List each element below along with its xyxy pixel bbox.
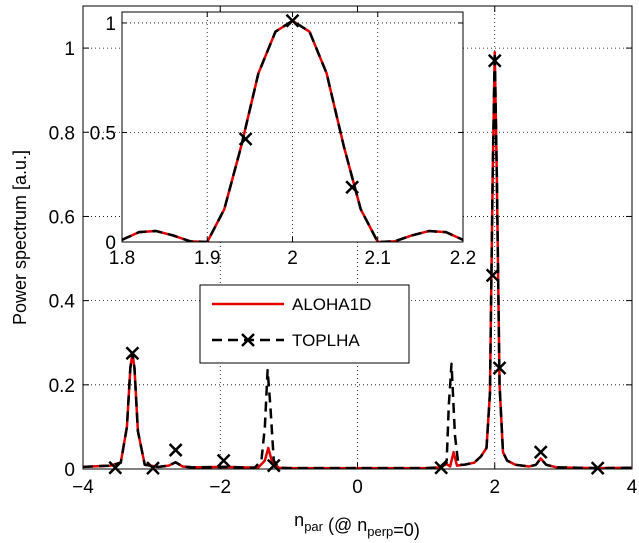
main-series-toplha-marker xyxy=(168,443,183,457)
inset-series-toplha-marker xyxy=(285,13,300,28)
main-series-toplha-marker xyxy=(146,461,160,476)
legend: ALOHA1D TOPLHA xyxy=(199,284,410,364)
inset-series-toplha-marker xyxy=(345,180,360,195)
inset-x-tick-label: 2.1 xyxy=(365,248,391,269)
main-y-tick-label: 0 xyxy=(64,460,75,481)
inset-plot: 1.8 1.9 2 2.1 2.2 0 0.5 1 xyxy=(90,11,476,269)
main-series-toplha-marker xyxy=(434,460,449,475)
main-x-tick-label: 2 xyxy=(489,477,500,498)
main-series-toplha-marker xyxy=(487,53,502,68)
inset-y-tick-label: 0.5 xyxy=(90,123,116,144)
main-y-tick-label: 0.8 xyxy=(49,123,75,144)
main-y-tick-label: 0.4 xyxy=(49,292,76,313)
main-x-axis-label: npar (@ nperp=0) xyxy=(294,510,420,540)
inset-x-tick-label: 1.9 xyxy=(194,248,220,269)
legend-marker-toplha xyxy=(241,333,255,347)
main-series-toplha-marker xyxy=(216,453,231,468)
main-y-tick-label: 0.2 xyxy=(49,376,75,397)
main-series-toplha-marker xyxy=(590,461,605,476)
legend-box xyxy=(199,284,410,364)
inset-x-tick-label: 1.8 xyxy=(109,248,135,269)
inset-plot-area xyxy=(122,12,463,242)
main-series-toplha-marker xyxy=(533,445,548,460)
main-x-tick-label: 0 xyxy=(352,477,363,498)
inset-y-tick-label: 1 xyxy=(105,14,116,35)
main-y-tick-label: 1 xyxy=(64,39,75,60)
inset-x-tick-label: 2 xyxy=(287,248,298,269)
inset-series-toplha-marker xyxy=(238,132,253,146)
main-y-axis-label: Power spectrum [a.u.] xyxy=(10,150,30,325)
main-x-tick-label: 4 xyxy=(627,477,638,498)
main-series-toplha-marker xyxy=(108,460,123,475)
main-x-tick-label: −2 xyxy=(209,477,231,498)
legend-label-toplha: TOPLHA xyxy=(292,331,360,350)
main-x-tick-label: −4 xyxy=(72,477,94,498)
main-series-toplha-marker xyxy=(125,346,140,361)
inset-y-tick-label: 0 xyxy=(105,233,116,254)
main-series-toplha-marker xyxy=(485,268,500,283)
main-series-toplha-marker xyxy=(266,458,281,473)
main-series-toplha-line xyxy=(83,51,632,469)
inset-x-tick-label: 2.2 xyxy=(450,248,476,269)
legend-label-aloha1d: ALOHA1D xyxy=(292,295,371,314)
main-y-tick-label: 0.6 xyxy=(49,207,75,228)
main-series-toplha-marker xyxy=(492,361,507,375)
